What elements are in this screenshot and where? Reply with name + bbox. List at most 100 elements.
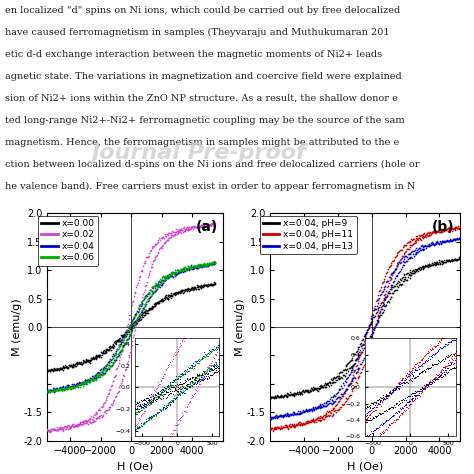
Point xyxy=(432,228,439,236)
Point xyxy=(142,310,150,317)
Point xyxy=(193,282,201,289)
Point xyxy=(305,419,313,426)
Point xyxy=(318,383,325,391)
Point xyxy=(362,332,369,339)
Point xyxy=(195,261,203,268)
Point xyxy=(368,330,375,338)
Point xyxy=(456,222,464,230)
Point xyxy=(198,260,206,267)
Point xyxy=(67,382,75,389)
Point xyxy=(175,269,183,276)
Point xyxy=(79,379,86,386)
Point xyxy=(66,383,74,391)
Point xyxy=(131,290,138,297)
Point xyxy=(171,269,178,277)
Point xyxy=(280,423,288,430)
Point xyxy=(138,311,146,319)
Point xyxy=(417,243,425,250)
Point xyxy=(125,334,132,342)
Point xyxy=(386,285,393,293)
Point xyxy=(136,316,143,323)
Point xyxy=(383,269,390,277)
Point xyxy=(429,228,437,235)
Point xyxy=(98,351,106,358)
Point xyxy=(50,425,57,433)
Point xyxy=(368,333,375,340)
Point xyxy=(183,287,191,294)
Point xyxy=(408,248,415,255)
Point xyxy=(298,409,305,416)
Point xyxy=(45,388,53,395)
Point xyxy=(82,419,90,427)
Point xyxy=(296,391,303,398)
Point xyxy=(98,413,106,421)
Point xyxy=(354,354,361,362)
Point xyxy=(406,268,413,276)
Point xyxy=(130,314,138,321)
Point xyxy=(174,288,182,296)
Point xyxy=(122,328,130,336)
Point xyxy=(337,373,345,381)
Point xyxy=(204,260,212,268)
Point xyxy=(435,227,443,234)
Text: have caused ferromagnetism in samples (Theyvaraju and Muthukumaran 201: have caused ferromagnetism in samples (T… xyxy=(5,28,389,37)
Point xyxy=(113,353,121,361)
Point xyxy=(100,370,108,378)
Point xyxy=(384,289,392,297)
Point xyxy=(313,415,321,423)
Point xyxy=(456,224,464,231)
Point xyxy=(375,313,383,321)
Point xyxy=(331,407,339,414)
Point xyxy=(168,269,176,277)
Point xyxy=(284,410,292,417)
Point xyxy=(453,256,460,264)
Point xyxy=(115,350,122,358)
Point xyxy=(413,250,420,257)
Point xyxy=(198,222,206,230)
Point xyxy=(152,300,160,307)
Point xyxy=(296,419,303,426)
Point xyxy=(392,280,400,288)
Point xyxy=(191,284,199,292)
Point xyxy=(393,272,401,280)
Point xyxy=(94,414,102,421)
Point xyxy=(168,292,176,300)
Point xyxy=(80,378,87,385)
Point xyxy=(391,265,399,273)
Point xyxy=(395,278,403,285)
Point xyxy=(291,389,298,396)
Point xyxy=(141,301,148,309)
Point xyxy=(152,280,160,287)
Point xyxy=(271,413,278,421)
Point xyxy=(364,328,371,336)
Point xyxy=(166,272,174,280)
Point xyxy=(153,286,161,293)
Point xyxy=(56,384,64,392)
Point xyxy=(62,383,70,390)
Point xyxy=(100,364,107,372)
Point xyxy=(204,223,212,231)
Point xyxy=(279,393,287,401)
Point xyxy=(369,315,376,323)
Point xyxy=(310,415,317,423)
Point xyxy=(392,286,400,294)
Point xyxy=(93,414,101,421)
Point xyxy=(285,412,293,420)
Point xyxy=(287,391,295,398)
Point xyxy=(91,376,98,384)
Point xyxy=(398,255,406,262)
Point xyxy=(45,426,53,434)
Point xyxy=(104,359,112,366)
Point xyxy=(177,266,184,273)
Point xyxy=(86,374,94,382)
Point xyxy=(393,283,401,290)
Point xyxy=(70,420,77,428)
Point xyxy=(358,336,366,344)
Point xyxy=(360,361,367,368)
Point xyxy=(284,391,292,398)
Point xyxy=(285,391,293,399)
Point xyxy=(437,240,445,248)
Point xyxy=(401,275,409,283)
Point xyxy=(379,299,386,307)
Point xyxy=(124,320,132,328)
